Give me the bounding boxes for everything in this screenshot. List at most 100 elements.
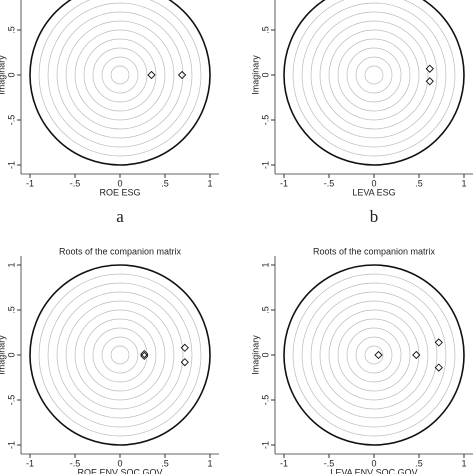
unit-circle (283, 0, 465, 166)
grid-ring (74, 309, 166, 401)
root-point (177, 70, 187, 80)
grid-ring (110, 345, 130, 365)
grid-ring (83, 38, 157, 112)
grid-ring (74, 29, 166, 121)
grid-ring (47, 2, 193, 148)
unit-circle (283, 264, 465, 446)
grid-ring (38, 0, 202, 157)
y-tick-label: 0 (6, 72, 16, 77)
grid-ring (310, 291, 438, 419)
root-point (147, 70, 156, 80)
root-point (140, 351, 149, 361)
x-tick-label: 0 (117, 458, 122, 468)
grid-ring (92, 47, 148, 103)
y-tick-label: 0 (6, 352, 16, 357)
y-tick-label: .5 (6, 306, 16, 314)
unit-circle (29, 264, 211, 446)
y-tick-label: -.5 (260, 115, 270, 126)
grid-ring (101, 336, 139, 374)
y-tick-label: 1 (6, 262, 16, 267)
grid-ring (364, 345, 384, 365)
x-axis-label: ROE ENV SOC GOV (77, 467, 162, 474)
x-tick-label: .5 (161, 458, 169, 468)
grid-ring (310, 11, 438, 139)
x-tick-label: 0 (371, 458, 376, 468)
y-tick-label: -1 (6, 161, 16, 169)
panel-caption: a (116, 207, 124, 226)
grid-ring (110, 65, 130, 85)
grid-ring (56, 291, 184, 419)
x-tick-label: 1 (207, 178, 212, 188)
grid-ring (56, 11, 184, 139)
grid-ring (364, 65, 384, 85)
panel-title: Roots of the companion matrix (313, 246, 436, 256)
root-point (412, 350, 421, 360)
root-point (374, 350, 383, 360)
y-tick-label: -1 (260, 441, 270, 449)
root-point (140, 349, 149, 359)
y-tick-label: -.5 (260, 395, 270, 406)
y-tick-label: 0 (260, 352, 270, 357)
grid-ring (301, 282, 447, 428)
y-tick-label: 1 (260, 262, 270, 267)
y-tick-label: 0 (260, 72, 270, 77)
root-point (425, 77, 434, 86)
y-axis-label: Imaginary (250, 335, 260, 375)
y-tick-label: -.5 (6, 395, 16, 406)
grid-ring (292, 273, 456, 437)
y-tick-label: -1 (260, 161, 270, 169)
grid-ring (301, 2, 447, 148)
panel: -1 -.5 0 .5 1 -1 -.5 0 .5 1 Imaginary LEVA ENV SOC … (250, 246, 473, 474)
grid-ring (92, 327, 148, 383)
x-tick-label: -1 (280, 178, 288, 188)
y-tick-label: -.5 (6, 115, 16, 126)
y-tick-label: .5 (260, 26, 270, 34)
x-tick-label: -.5 (70, 458, 81, 468)
x-tick-label: 0 (117, 178, 122, 188)
y-tick-label: .5 (6, 26, 16, 34)
x-tick-label: -.5 (70, 178, 81, 188)
grid-ring (65, 20, 175, 130)
panel-title: Roots of the companion matrix (59, 246, 182, 256)
grid-ring (346, 327, 402, 383)
root-point (425, 64, 434, 73)
x-tick-label: .5 (415, 178, 423, 188)
root-point (434, 363, 443, 372)
grid-ring (355, 56, 393, 94)
x-tick-label: 1 (207, 458, 212, 468)
x-tick-label: -.5 (324, 178, 335, 188)
x-tick-label: -.5 (324, 458, 335, 468)
root-point (180, 358, 189, 367)
x-axis-label: LEVA ENV SOC GOV (330, 467, 417, 474)
root-point (434, 338, 443, 347)
grid-ring (319, 20, 429, 130)
grid-ring (355, 336, 393, 374)
root-point (180, 343, 189, 352)
grid-ring (328, 309, 420, 401)
grid-ring (292, 0, 456, 157)
x-tick-label: -1 (280, 458, 288, 468)
x-tick-label: -1 (26, 458, 34, 468)
grid-ring (38, 273, 202, 437)
x-tick-label: -1 (26, 178, 34, 188)
x-axis-label: LEVA ESG (352, 187, 395, 197)
y-axis-label: Imaginary (250, 55, 260, 95)
panel: -1 -.5 0 .5 1 -1 -.5 0 .5 1 Imaginary ROE ENV SOC G… (0, 246, 219, 474)
grid-ring (337, 38, 411, 112)
unit-circle (29, 0, 211, 166)
y-tick-label: .5 (260, 306, 270, 314)
x-tick-label: 0 (371, 178, 376, 188)
x-tick-label: 1 (461, 458, 466, 468)
panel-caption: b (370, 207, 379, 226)
grid-ring (47, 282, 193, 428)
grid-ring (346, 47, 402, 103)
y-axis-label: Imaginary (0, 55, 6, 95)
grid-ring (65, 300, 175, 410)
y-tick-label: -1 (6, 441, 16, 449)
x-tick-label: 1 (461, 178, 466, 188)
x-axis-label: ROE ESG (99, 187, 140, 197)
grid-ring (83, 318, 157, 392)
